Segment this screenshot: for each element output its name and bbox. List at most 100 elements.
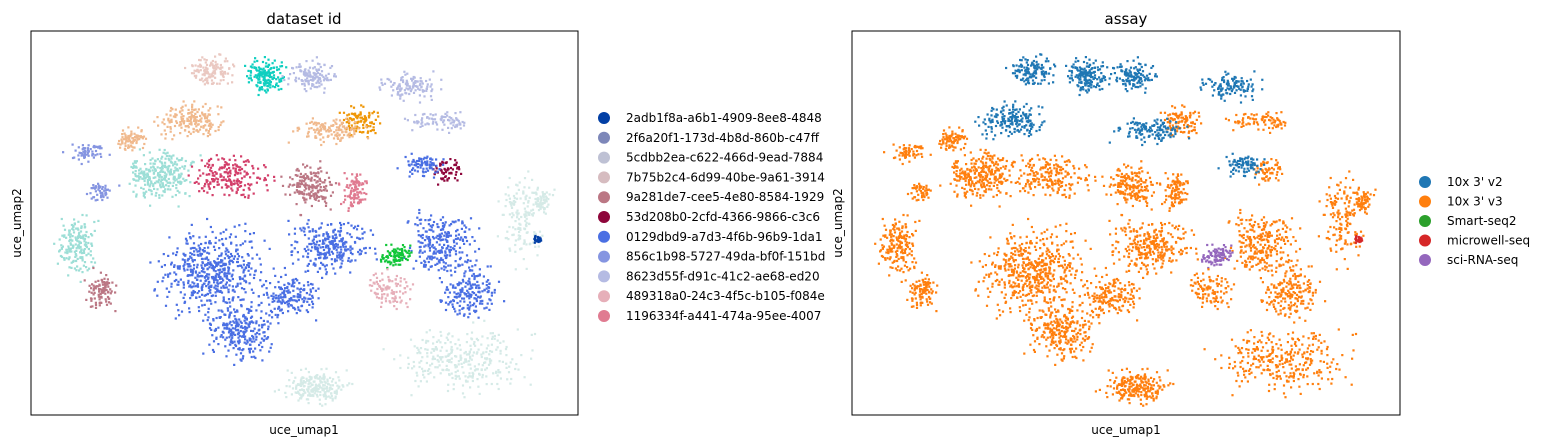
scatter-point bbox=[490, 343, 493, 346]
scatter-point bbox=[312, 394, 315, 398]
scatter-point bbox=[234, 235, 237, 238]
scatter-point bbox=[422, 167, 425, 170]
scatter-point bbox=[171, 161, 174, 164]
scatter-point bbox=[464, 350, 467, 354]
scatter-point bbox=[202, 126, 205, 129]
scatter-point bbox=[257, 176, 260, 179]
scatter-point bbox=[296, 241, 299, 244]
scatter-point bbox=[261, 88, 264, 91]
scatter-point bbox=[325, 232, 328, 235]
scatter-point bbox=[384, 286, 387, 289]
scatter-point bbox=[222, 331, 225, 334]
scatter-point bbox=[442, 225, 445, 229]
scatter-point bbox=[369, 121, 372, 124]
scatter-point bbox=[310, 204, 313, 208]
scatter-point bbox=[216, 82, 219, 85]
scatter-point bbox=[247, 196, 250, 199]
scatter-point bbox=[355, 188, 358, 191]
scatter-point bbox=[319, 252, 322, 255]
scatter-point bbox=[325, 184, 328, 188]
scatter-point bbox=[190, 270, 193, 273]
scatter-point bbox=[461, 220, 464, 223]
scatter-point bbox=[260, 310, 263, 313]
scatter-point bbox=[357, 196, 360, 199]
scatter-point bbox=[307, 382, 310, 386]
scatter-point bbox=[343, 172, 346, 175]
scatter-point bbox=[519, 235, 522, 238]
scatter-point bbox=[189, 119, 192, 122]
scatter-point bbox=[446, 178, 449, 181]
scatter-point bbox=[162, 177, 166, 180]
scatter-point bbox=[390, 94, 393, 97]
scatter-point bbox=[315, 56, 318, 59]
scatter-point bbox=[169, 160, 172, 163]
scatter-point bbox=[442, 261, 445, 264]
scatter-point bbox=[231, 261, 235, 264]
scatter-point bbox=[468, 375, 471, 378]
scatter-point bbox=[421, 338, 424, 342]
scatter-point bbox=[90, 242, 93, 245]
scatter-point bbox=[517, 188, 520, 191]
scatter-point bbox=[188, 122, 191, 125]
scatter-point bbox=[208, 286, 211, 289]
scatter-point bbox=[228, 174, 231, 178]
scatter-point bbox=[189, 268, 192, 271]
scatter-point bbox=[411, 160, 414, 163]
scatter-point bbox=[310, 378, 313, 381]
scatter-point bbox=[401, 76, 404, 79]
scatter-point bbox=[320, 74, 324, 77]
scatter-point bbox=[345, 185, 348, 188]
scatter-point bbox=[318, 227, 321, 230]
scatter-point bbox=[458, 377, 461, 380]
scatter-point bbox=[339, 139, 342, 142]
scatter-point bbox=[340, 128, 343, 131]
scatter-point bbox=[404, 155, 407, 159]
scatter-point bbox=[326, 251, 329, 254]
scatter-point bbox=[156, 180, 160, 183]
scatter-point bbox=[527, 201, 530, 204]
scatter-point bbox=[447, 231, 450, 235]
scatter-point bbox=[430, 166, 433, 169]
scatter-point bbox=[173, 271, 176, 274]
scatter-point bbox=[318, 402, 322, 406]
scatter-point bbox=[145, 190, 148, 193]
scatter-point bbox=[357, 250, 360, 254]
scatter-point bbox=[514, 200, 517, 203]
scatter-point bbox=[193, 181, 196, 184]
scatter-point bbox=[299, 183, 302, 186]
scatter-point bbox=[380, 289, 384, 293]
scatter-point bbox=[298, 282, 301, 285]
scatter-point bbox=[322, 377, 325, 380]
scatter-point bbox=[508, 213, 511, 216]
scatter-point bbox=[244, 163, 247, 167]
scatter-point bbox=[297, 308, 300, 311]
scatter-point bbox=[166, 151, 169, 154]
scatter-point bbox=[490, 291, 493, 294]
scatter-point bbox=[464, 260, 467, 263]
scatter-point bbox=[376, 111, 379, 114]
scatter-point bbox=[341, 239, 344, 242]
scatter-point bbox=[174, 166, 177, 169]
scatter-point bbox=[303, 230, 306, 233]
scatter-point bbox=[379, 279, 382, 283]
scatter-point bbox=[379, 88, 382, 91]
scatter-point bbox=[448, 359, 451, 362]
scatter-point bbox=[323, 375, 326, 378]
scatter-point bbox=[445, 288, 448, 291]
scatter-point bbox=[504, 193, 507, 196]
scatter-point bbox=[194, 271, 198, 274]
scatter-point bbox=[347, 186, 350, 189]
scatter-point bbox=[141, 146, 145, 150]
scatter-point bbox=[214, 55, 217, 58]
scatter-point bbox=[514, 250, 517, 253]
scatter-point bbox=[283, 289, 286, 292]
scatter-point bbox=[212, 66, 215, 69]
scatter-point bbox=[83, 237, 87, 241]
scatter-point bbox=[455, 375, 459, 378]
scatter-point bbox=[267, 58, 270, 61]
scatter-point bbox=[189, 251, 192, 255]
scatter-point bbox=[321, 404, 324, 407]
scatter-point bbox=[224, 171, 227, 174]
scatter-point bbox=[299, 296, 302, 299]
scatter-point bbox=[138, 172, 141, 175]
